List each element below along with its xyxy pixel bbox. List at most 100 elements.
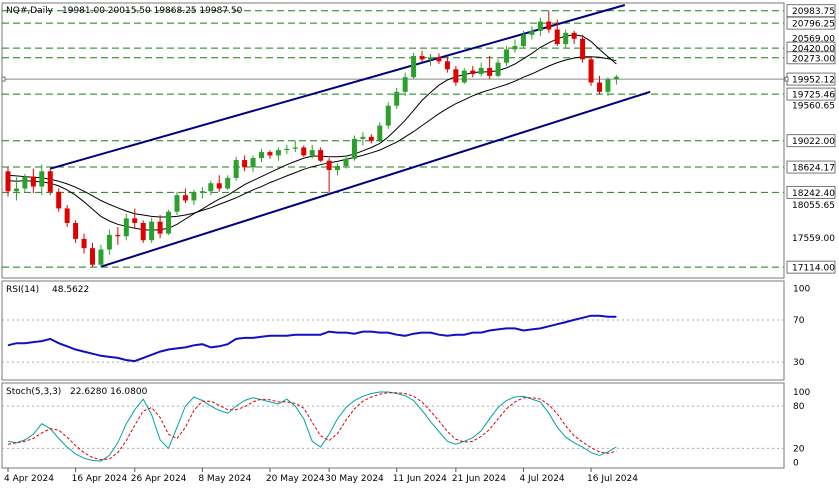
candle-body	[275, 150, 281, 156]
candle	[368, 134, 374, 144]
candle-body	[512, 46, 518, 50]
candle	[309, 144, 315, 159]
stoch-panel	[1, 382, 785, 469]
rsi-tick-label: 30	[793, 358, 805, 368]
candle	[597, 75, 602, 95]
stoch-tick-label: 0	[793, 458, 799, 468]
candle	[199, 187, 205, 199]
candle	[385, 102, 391, 129]
ohlc-values: 19981.00 20015.50 19868.25 19987.50	[62, 6, 243, 16]
candle	[115, 226, 121, 245]
candlesticks	[5, 10, 619, 268]
candle-body	[444, 61, 450, 70]
date-label: 21 Jun 2024	[452, 474, 506, 484]
candle	[267, 150, 273, 159]
candle	[613, 74, 619, 85]
candle	[461, 67, 467, 84]
candle	[343, 155, 349, 169]
channel-upper-line	[49, 4, 626, 170]
candle-body	[428, 57, 433, 60]
rsi-tick-label: 100	[793, 284, 810, 294]
candle	[529, 26, 535, 40]
candle	[351, 135, 357, 161]
candle	[216, 175, 222, 192]
candle-body	[157, 221, 163, 234]
price-label: 18624.17	[792, 164, 835, 174]
candle-body	[301, 147, 307, 156]
date-axis: 4 Apr 2024 16 Apr 2024 26 Apr 2024 8 May 20…	[4, 468, 638, 484]
candle-body	[242, 160, 248, 168]
stoch-tick-label: 100	[793, 388, 810, 398]
candle-body	[377, 125, 383, 141]
candle-body	[39, 171, 45, 187]
candle-body	[580, 38, 586, 60]
rsi-panel	[1, 280, 785, 381]
price-channel	[49, 4, 651, 268]
candle-body	[470, 70, 476, 74]
candle	[436, 53, 442, 64]
candle-body	[64, 208, 70, 223]
rsi-value: 48.5622	[52, 285, 89, 295]
candle-body	[402, 77, 408, 92]
candle-body	[318, 150, 324, 161]
price-label-box	[786, 16, 836, 30]
candle-body	[563, 32, 569, 45]
candle-body	[368, 136, 374, 141]
candle-body	[309, 150, 315, 156]
candle	[73, 220, 79, 243]
current-price-marker	[784, 76, 789, 82]
stochastic-indicator: 100 80 20 0	[2, 388, 810, 468]
stoch-main-line	[7, 391, 617, 462]
candle-body	[554, 29, 560, 45]
candle	[411, 52, 417, 80]
candle-body	[335, 166, 341, 170]
candle-body	[250, 158, 256, 168]
candle-body	[461, 70, 467, 83]
candle-body	[90, 248, 95, 265]
price-label-box	[786, 260, 836, 274]
candle	[259, 148, 264, 163]
candle-body	[56, 191, 62, 209]
price-label-box	[786, 51, 836, 65]
price-label: 20983.75	[792, 7, 835, 17]
candle-body	[149, 221, 155, 241]
candle	[81, 233, 87, 254]
candle-body	[529, 30, 535, 35]
candle-body	[394, 91, 400, 106]
candle-body	[360, 136, 366, 139]
candle	[123, 213, 129, 241]
candle-body	[537, 21, 543, 31]
candle	[360, 132, 366, 146]
rsi-indicator: 100 70 30	[2, 284, 810, 368]
symbol-timeframe: NQ#,Daily	[6, 6, 54, 16]
candle-body	[30, 176, 36, 187]
candle	[571, 30, 577, 45]
price-label-box	[786, 4, 836, 18]
candle	[208, 180, 214, 196]
candle	[419, 50, 425, 63]
candle-body	[81, 238, 87, 249]
candle	[377, 122, 383, 143]
price-label-box	[786, 160, 836, 174]
candle-body	[267, 152, 273, 156]
candle	[22, 173, 28, 192]
candle	[47, 168, 53, 196]
candle-body	[123, 218, 129, 237]
date-label: 20 May 2024	[266, 474, 325, 484]
stoch-tick-label: 20	[793, 444, 805, 454]
rsi-line	[7, 314, 617, 363]
candle-body	[613, 76, 619, 80]
candle	[335, 163, 341, 176]
candle-body	[13, 188, 19, 192]
candle-body	[98, 249, 104, 265]
price-label: 20796.25	[792, 20, 835, 30]
candle-body	[495, 62, 501, 76]
candle	[487, 56, 493, 80]
candle-body	[216, 183, 222, 189]
date-label: 26 Apr 2024	[131, 474, 187, 484]
candle	[402, 72, 408, 96]
candle	[326, 158, 332, 194]
candle	[106, 229, 112, 255]
candle-body	[546, 21, 552, 30]
candle	[546, 10, 552, 33]
